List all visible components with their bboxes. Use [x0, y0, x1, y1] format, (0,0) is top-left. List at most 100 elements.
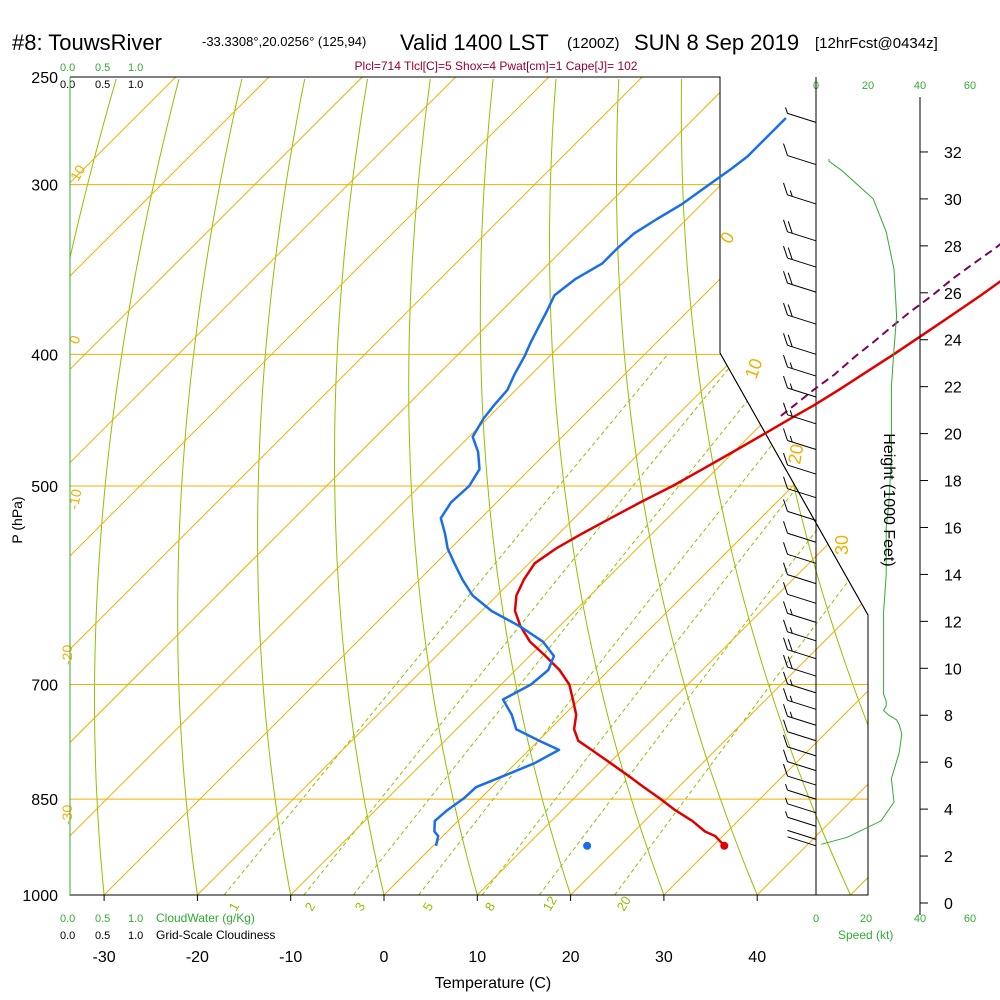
station-title: #8: TouwsRiver: [12, 30, 162, 55]
dry-adiabat-line: [177, 78, 243, 895]
station-coords: -33.3308°,20.0256° (125,94): [202, 34, 366, 49]
mixing-ratio-line: [223, 354, 668, 895]
barb-staff: [787, 731, 817, 742]
wind-barb: [783, 688, 817, 710]
wind-barb: [783, 734, 817, 757]
wind-barb: [783, 749, 817, 772]
wind-barb: [785, 797, 817, 814]
wind-barb: [783, 302, 817, 325]
wind-barb: [783, 143, 817, 166]
height-tick-label: 18: [944, 474, 962, 491]
barb-flag: [783, 302, 788, 316]
dry-adiabat-line: [479, 78, 572, 895]
barb-half-flag: [789, 679, 793, 686]
wind-barb: [783, 499, 817, 521]
zulu-time: (1200Z): [567, 35, 620, 52]
speed-tick-top: 20: [862, 80, 874, 92]
cloudiness-label: Grid-Scale Cloudiness: [156, 928, 275, 942]
speed-tick-bottom: 20: [860, 913, 872, 925]
barb-staff: [787, 112, 817, 123]
wind-barb: [783, 354, 817, 377]
dewpoint-line: [433, 117, 787, 847]
header: #8: TouwsRiver -33.3308°,20.0256° (125,9…: [12, 30, 938, 73]
cloudwater-tick: 1.0: [128, 913, 143, 925]
dry-adiabat-line: [743, 78, 868, 895]
height-tick-label: 22: [944, 380, 962, 397]
cloudwater-tick: 0.0: [60, 62, 75, 74]
temperature-tick-label: -20: [186, 949, 209, 966]
wind-barb: [783, 704, 817, 726]
barb-staff: [787, 553, 817, 564]
barb-half-flag: [789, 711, 793, 718]
mixing-ratio-labels: 1 2 3 5 8 12 20: [226, 893, 634, 913]
wind-barb: [783, 521, 817, 543]
barb-staff: [787, 155, 817, 166]
isotherm-label: -10: [65, 488, 84, 511]
barb-half-flag: [789, 410, 793, 417]
wind-barb: [783, 671, 817, 694]
wind-barb: [783, 375, 817, 398]
barb-flag: [783, 619, 788, 632]
isotherm-line: [570, 77, 868, 895]
speed-axis-label: Speed (kt): [838, 928, 893, 942]
barb-flag: [783, 582, 788, 595]
mixing-ratio-line: [353, 354, 785, 895]
cloudiness-tick: 0.0: [60, 79, 75, 91]
barb-flag: [783, 734, 788, 748]
mixing-ratio-label: 8: [482, 900, 499, 914]
barb-staff: [787, 746, 817, 757]
speed-tick-top: 60: [964, 80, 976, 92]
height-tick-label: 30: [944, 192, 962, 209]
wind-barb: [783, 245, 817, 268]
barb-flag: [783, 749, 788, 762]
wind-barb: [785, 107, 817, 123]
barb-staff: [787, 593, 817, 604]
isotherm-label: 0: [716, 228, 738, 247]
barb-flag: [783, 219, 788, 232]
isotherm-line: [70, 77, 456, 895]
isotherm-label: -20: [59, 645, 75, 665]
isotherm-line: [70, 77, 363, 895]
barb-flag: [783, 688, 788, 701]
height-tick-label: 0: [944, 896, 953, 913]
surface-dewpoint-dot: [583, 841, 592, 850]
wind-barb: [785, 783, 817, 800]
wind-barb: [787, 829, 817, 840]
temperature-tick-label: -10: [279, 949, 302, 966]
barb-half-flag: [789, 435, 793, 443]
cloudiness-tick: 0.5: [95, 79, 110, 91]
height-tick-label: 14: [944, 567, 962, 584]
barb-half-flag: [789, 383, 793, 390]
barb-half-flag: [789, 627, 793, 634]
temperature-line: [513, 280, 1000, 847]
pressure-tick-label: 300: [31, 178, 58, 195]
speed-profile-line: [821, 159, 903, 845]
wind-barb: [783, 637, 817, 660]
cloudwater-label: CloudWater (g/Kg): [156, 911, 255, 925]
pressure-tick-label: 250: [31, 70, 58, 87]
cloudwater-tick: 0.5: [95, 913, 110, 925]
barb-half-flag: [789, 608, 793, 616]
barb-flag: [783, 354, 788, 368]
barb-staff: [787, 464, 817, 475]
isotherm-line: [476, 77, 868, 895]
barb-half-flag: [789, 362, 793, 369]
isotherm-label: 10: [741, 356, 767, 382]
cloudiness-tick: 0.5: [95, 930, 110, 942]
forecast-label: [12hrFcst@0434z]: [815, 35, 938, 52]
cloudiness-tick: 1.0: [128, 930, 143, 942]
temperature-tick-label: -30: [93, 949, 116, 966]
pressure-tick-label: 400: [31, 347, 58, 364]
barb-flag: [783, 763, 788, 777]
barb-flag: [787, 221, 793, 234]
barb-flag: [783, 601, 788, 614]
dry-adiabat-line: [70, 78, 117, 895]
mixing-ratio-label: 2: [302, 900, 319, 914]
surface-temperature-dot: [720, 841, 729, 850]
dry-adiabat-line: [996, 79, 1000, 895]
barb-flag: [783, 375, 788, 389]
cloudwater-tick: 1.0: [128, 62, 143, 74]
temperature-tick-label: 0: [380, 949, 389, 966]
cloudiness-tick: 1.0: [128, 79, 143, 91]
